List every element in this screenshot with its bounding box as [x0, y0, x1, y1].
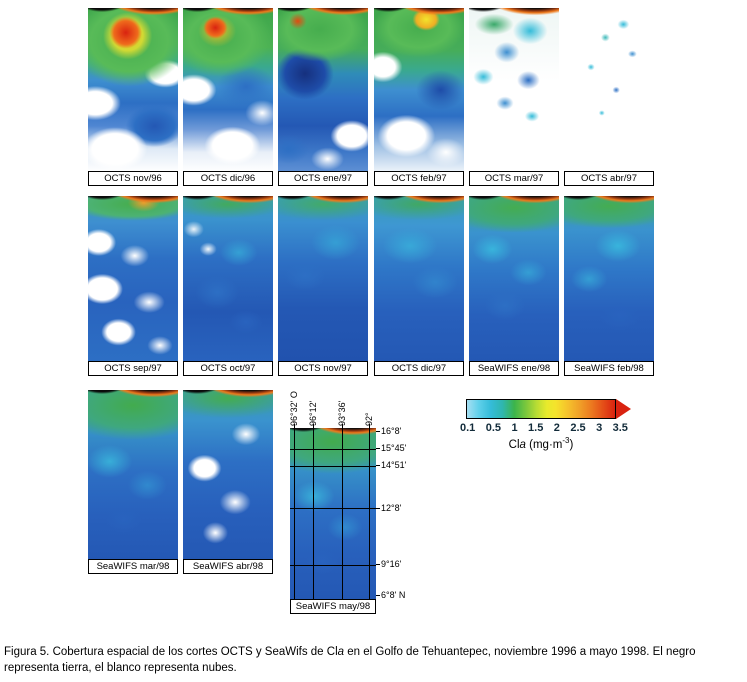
panel-label: OCTS nov/96: [88, 171, 178, 186]
satellite-image: [564, 8, 654, 172]
axis-tick: [294, 424, 296, 428]
panel-label: OCTS oct/97: [183, 361, 273, 376]
map-panel-octs-mar97: OCTS mar/97: [469, 8, 559, 186]
panel-label: OCTS ene/97: [278, 171, 368, 186]
grid-line-horizontal: [290, 564, 376, 566]
satellite-image: [278, 196, 368, 362]
grid-line-horizontal: [290, 448, 376, 450]
panel-label: OCTS sep/97: [88, 361, 178, 376]
map-panel-seawifs-ene98: SeaWIFS ene/98: [469, 196, 559, 376]
colorbar-row: [466, 398, 651, 420]
grid-line-vertical: [369, 428, 371, 599]
panel-label: SeaWIFS mar/98: [88, 559, 178, 574]
colorbar-tick-label: 2: [553, 422, 560, 434]
satellite-image: [183, 196, 273, 362]
satellite-image: [374, 196, 464, 362]
colorbar-unit-text: (mg·m: [525, 438, 563, 451]
colorbar-unit-close: ): [569, 438, 574, 451]
lat-tick-label: 14°51': [381, 460, 407, 470]
satellite-image: [290, 428, 376, 599]
map-panel-seawifs-abr98: SeaWIFS abr/98: [183, 390, 273, 574]
colorbar-tick-label: 3.5: [612, 422, 628, 434]
lon-tick-label: 96°32' O: [289, 391, 299, 426]
map-panel-seawifs-may98: SeaWIFS may/98: [290, 424, 380, 614]
colorbar-ticks: 0.1 0.5 1 1.5 2 2.5 3 3.5: [460, 422, 628, 434]
colorbar-tick-label: 2.5: [570, 422, 586, 434]
satellite-image: [469, 8, 559, 172]
figure-caption: Figura 5. Cobertura espacial de los cort…: [4, 645, 745, 676]
satellite-image: [183, 390, 273, 560]
colorbar-arrow: [616, 399, 631, 419]
map-panel-octs-oct97: OCTS oct/97: [183, 196, 273, 376]
axis-tick: [369, 424, 371, 428]
map-panel-octs-dic96: OCTS dic/96: [183, 8, 273, 186]
lon-tick-label: 93°36': [337, 400, 347, 426]
map-panel-octs-dic97: OCTS dic/97: [374, 196, 464, 376]
grid-line-horizontal: [290, 465, 376, 467]
panel-label: OCTS nov/97: [278, 361, 368, 376]
satellite-image: [88, 390, 178, 560]
lon-tick-label: 92°: [364, 412, 374, 426]
panel-label: OCTS mar/97: [469, 171, 559, 186]
grid-line-horizontal: [290, 508, 376, 510]
map-panel-seawifs-mar98: SeaWIFS mar/98: [88, 390, 178, 574]
colorbar-unit-label: Cla (mg·m-3): [466, 436, 616, 451]
panel-label: OCTS dic/97: [374, 361, 464, 376]
satellite-image: [374, 8, 464, 172]
panel-label: SeaWIFS feb/98: [564, 361, 654, 376]
satellite-image: [564, 196, 654, 362]
grid-line-vertical: [313, 428, 315, 599]
colorbar-tick-label: 0.1: [460, 422, 476, 434]
caption-text-1: Figura 5. Cobertura espacial de los cort…: [4, 646, 338, 658]
map-panel-seawifs-feb98: SeaWIFS feb/98: [564, 196, 654, 376]
panel-label: OCTS abr/97: [564, 171, 654, 186]
lat-tick-label: 16°8': [381, 426, 402, 436]
panel-label: OCTS dic/96: [183, 171, 273, 186]
axis-tick: [376, 595, 380, 596]
map-panel-octs-nov96: OCTS nov/96: [88, 8, 178, 186]
axis-tick: [376, 564, 380, 565]
satellite-image: [278, 8, 368, 172]
satellite-image: [183, 8, 273, 172]
map-panel-octs-ene97: OCTS ene/97: [278, 8, 368, 186]
panel-label: OCTS feb/97: [374, 171, 464, 186]
colorbar-unit-prefix: Cl: [508, 438, 520, 451]
map-panel-octs-abr97: OCTS abr/97: [564, 8, 654, 186]
satellite-image: [88, 8, 178, 172]
panel-label: SeaWIFS ene/98: [469, 361, 559, 376]
lat-tick-label: 15°45': [381, 443, 407, 453]
axis-tick: [376, 431, 380, 432]
grid-line-vertical: [341, 428, 343, 599]
axis-tick: [341, 424, 343, 428]
panel-label: SeaWIFS may/98: [290, 599, 376, 614]
grid-line-vertical: [294, 428, 296, 599]
colorbar: 0.1 0.5 1 1.5 2 2.5 3 3.5 Cla (mg·m-3): [460, 398, 651, 451]
colorbar-tick-label: 1: [511, 422, 518, 434]
lat-tick-label: 9°16': [381, 559, 402, 569]
colorbar-tick-label: 0.5: [485, 422, 502, 434]
colorbar-gradient: [466, 399, 616, 419]
lat-tick-label: 6°8' N: [381, 590, 406, 600]
lat-tick-label: 12°8': [381, 503, 402, 513]
panel-label: SeaWIFS abr/98: [183, 559, 273, 574]
colorbar-unit-sup: -3: [562, 436, 570, 445]
map-panel-octs-sep97: OCTS sep/97: [88, 196, 178, 376]
map-panel-octs-feb97: OCTS feb/97: [374, 8, 464, 186]
axis-tick: [376, 465, 380, 466]
caption-italic: a: [337, 646, 345, 658]
colorbar-tick-label: 1.5: [528, 422, 544, 434]
axis-tick: [376, 448, 380, 449]
axis-tick: [313, 424, 315, 428]
colorbar-unit-italic: a: [519, 438, 526, 451]
satellite-image: [88, 196, 178, 362]
satellite-image: [469, 196, 559, 362]
caption-text-2: en el Golfo de Tehuantepec, noviembre 19…: [4, 646, 696, 674]
map-panel-octs-nov97: OCTS nov/97: [278, 196, 368, 376]
colorbar-tick-label: 3: [596, 422, 603, 434]
lon-tick-label: 96°12': [308, 400, 318, 426]
axis-tick: [376, 508, 380, 509]
